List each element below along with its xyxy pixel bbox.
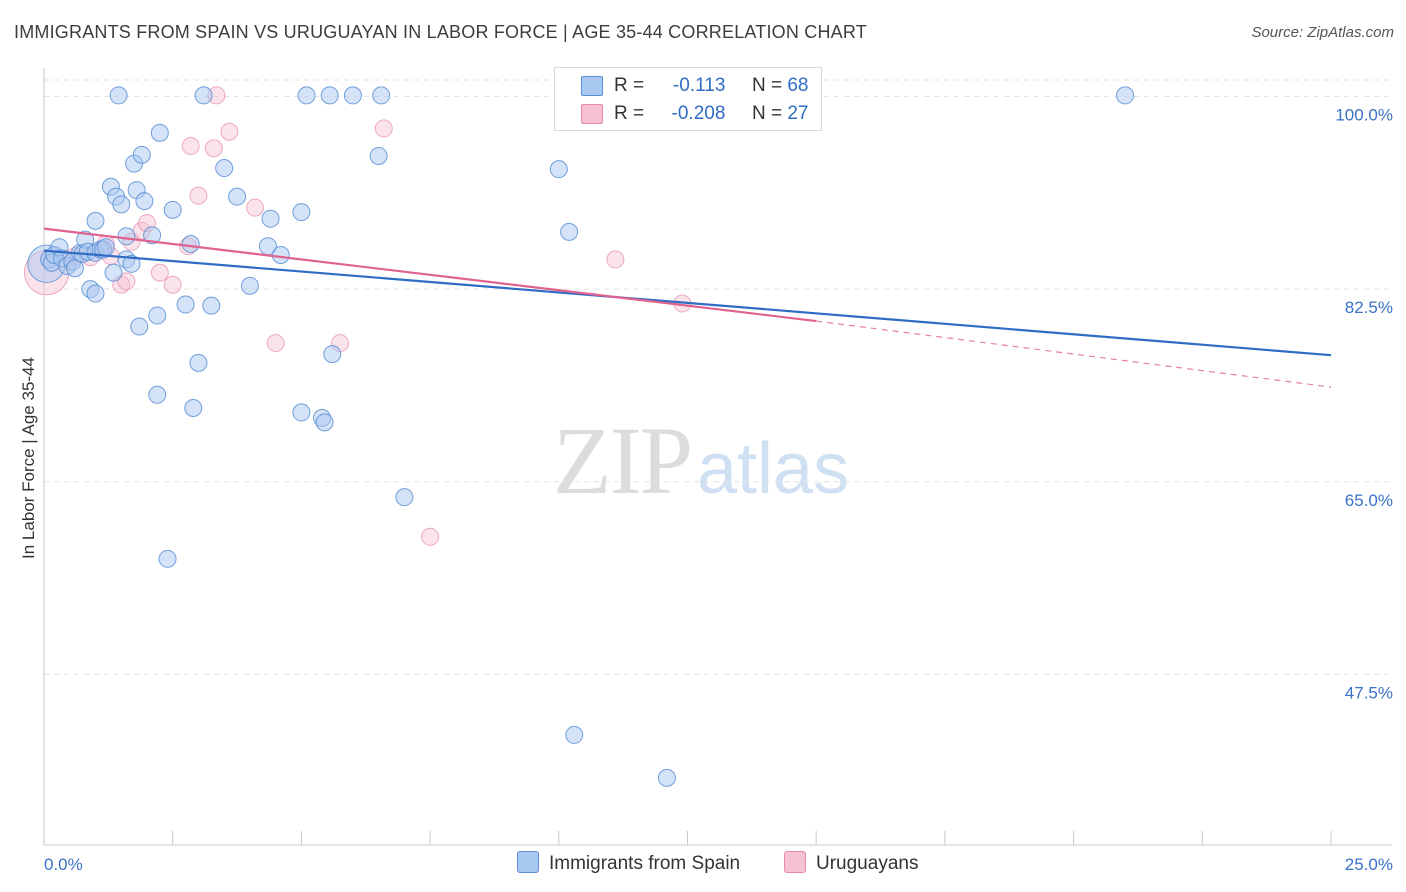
data-point-spain: [132, 145, 151, 164]
data-point-spain: [657, 768, 676, 787]
data-point-spain: [565, 725, 584, 744]
legend-swatch-pink: [581, 104, 603, 124]
data-point-spain: [372, 86, 391, 105]
data-point-spain: [163, 200, 182, 219]
y-tick-label: 82.5%: [1345, 298, 1393, 317]
data-point-spain: [150, 123, 169, 142]
y-axis-label: In Labor Force | Age 35-44: [19, 357, 38, 559]
legend-n-value: 27: [787, 103, 809, 124]
legend-n-value: 68: [787, 75, 809, 96]
y-tick-label: 65.0%: [1345, 491, 1393, 510]
data-point-spain: [343, 86, 362, 105]
data-point-spain: [549, 160, 568, 179]
data-point-spain: [320, 86, 339, 105]
correlation-legend: R = -0.113 N = 68 R = -0.208 N = 27: [554, 67, 822, 131]
data-point-spain: [315, 413, 334, 432]
legend-n-label: N =: [751, 75, 783, 96]
bottom-legend-uruguayans: Uruguayans: [784, 851, 918, 875]
bottom-legend-spain: Immigrants from Spain: [517, 851, 740, 875]
data-point-uruguayans: [266, 334, 285, 353]
y-tick-label: 47.5%: [1345, 683, 1393, 702]
data-point-spain: [323, 345, 342, 364]
trend-line-uruguayans: [43, 227, 817, 323]
x-tick-label: 25.0%: [1345, 855, 1393, 874]
legend-r-value: -0.208: [671, 103, 726, 124]
data-point-uruguayans: [181, 137, 200, 156]
data-point-spain: [271, 246, 290, 265]
data-point-uruguayans: [117, 272, 136, 291]
data-point-uruguayans: [150, 263, 169, 282]
data-point-spain: [395, 488, 414, 507]
data-point-uruguayans: [421, 527, 440, 546]
data-point-spain: [86, 211, 105, 230]
data-point-spain: [122, 254, 141, 273]
data-point-spain: [181, 235, 200, 254]
trend-line-uruguayans-extrapolated: [816, 320, 1332, 388]
data-point-uruguayans: [246, 198, 265, 217]
data-point-spain: [104, 263, 123, 282]
data-point-spain: [143, 226, 162, 245]
data-point-spain: [215, 159, 234, 178]
data-point-spain: [148, 385, 167, 404]
data-point-uruguayans: [374, 119, 393, 138]
data-point-spain: [189, 353, 208, 372]
data-point-spain: [202, 296, 221, 315]
legend-r-label: R =: [614, 75, 645, 96]
data-point-uruguayans: [220, 122, 239, 141]
data-point-spain: [158, 549, 177, 568]
data-point-spain: [148, 306, 167, 325]
data-point-spain: [292, 403, 311, 422]
watermark-atlas: atlas: [697, 429, 850, 509]
bottom-legend-label-uruguayans: Uruguayans: [816, 853, 919, 874]
watermark: ZIPatlas: [553, 405, 849, 516]
data-point-spain: [228, 187, 247, 206]
legend-r-value: -0.113: [672, 75, 726, 96]
data-point-uruguayans: [189, 186, 208, 205]
data-point-spain: [96, 238, 115, 257]
source-credit: Source: ZipAtlas.com: [1251, 24, 1394, 41]
data-point-spain: [176, 295, 195, 314]
data-point-spain: [1116, 86, 1135, 105]
data-point-uruguayans: [163, 275, 182, 294]
data-point-spain: [292, 203, 311, 222]
bottom-legend-label-spain: Immigrants from Spain: [549, 853, 741, 874]
data-point-spain: [560, 222, 579, 241]
legend-n-label: N =: [751, 103, 783, 124]
y-tick-label: 100.0%: [1335, 106, 1393, 125]
x-tick-label: 0.0%: [44, 855, 83, 874]
legend-r-label: R =: [614, 103, 645, 124]
data-point-spain: [240, 276, 259, 295]
data-point-spain: [86, 284, 105, 303]
chart-title: IMMIGRANTS FROM SPAIN VS URUGUAYAN IN LA…: [14, 22, 867, 42]
data-point-spain: [112, 195, 131, 214]
bottom-legend-swatch-pink: [784, 851, 806, 873]
data-point-spain: [135, 192, 154, 211]
data-point-spain: [369, 146, 388, 165]
data-point-uruguayans: [606, 250, 625, 269]
data-point-uruguayans: [204, 139, 223, 158]
trend-line-spain: [43, 249, 1332, 357]
data-point-spain: [297, 86, 316, 105]
data-point-spain: [194, 86, 213, 105]
data-point-spain: [117, 227, 136, 246]
data-point-spain: [130, 317, 149, 336]
bottom-legend-swatch-blue: [517, 851, 539, 873]
watermark-zip: ZIP: [553, 407, 693, 514]
legend-swatch-blue: [581, 76, 603, 96]
data-point-spain: [184, 399, 203, 418]
data-point-spain: [261, 209, 280, 228]
data-point-spain: [109, 86, 128, 105]
